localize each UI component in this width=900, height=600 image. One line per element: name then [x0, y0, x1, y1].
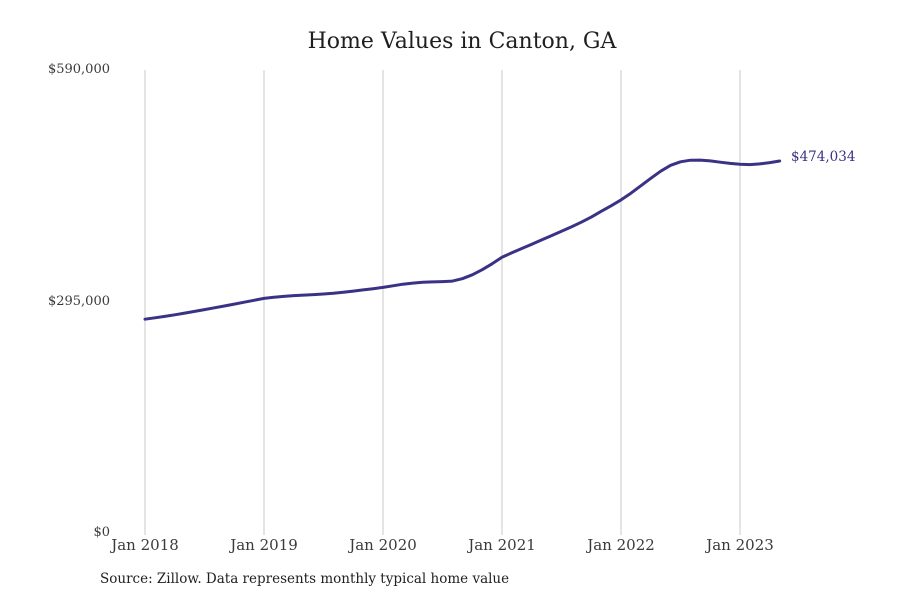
x-axis-label-jan-2022: Jan 2022 [587, 536, 655, 554]
y-axis-label-590000: $590,000 [47, 62, 110, 77]
x-axis-label-jan-2020: Jan 2020 [349, 536, 417, 554]
x-axis-label-jan-2019: Jan 2019 [230, 536, 298, 554]
home-value-line-series [143, 158, 782, 321]
x-axis-label-jan-2018: Jan 2018 [111, 536, 179, 554]
y-axis-label-0: $0 [93, 525, 110, 540]
x-axis-label-jan-2023: Jan 2023 [706, 536, 774, 554]
x-axis-label-jan-2021: Jan 2021 [468, 536, 536, 554]
source-attribution: Source: Zillow. Data represents monthly … [100, 571, 510, 587]
chart-title: Home Values in Canton, GA [307, 29, 617, 54]
latest-value-annotation: $474,034 [791, 149, 856, 165]
y-axis-label-295000: $295,000 [47, 293, 110, 309]
